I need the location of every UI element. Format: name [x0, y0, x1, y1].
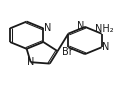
Text: NH₂: NH₂ — [95, 24, 113, 34]
Text: N: N — [102, 42, 110, 52]
Text: Br: Br — [62, 47, 73, 57]
Text: N: N — [44, 23, 51, 33]
Text: N: N — [77, 21, 84, 31]
Text: N: N — [27, 57, 34, 67]
